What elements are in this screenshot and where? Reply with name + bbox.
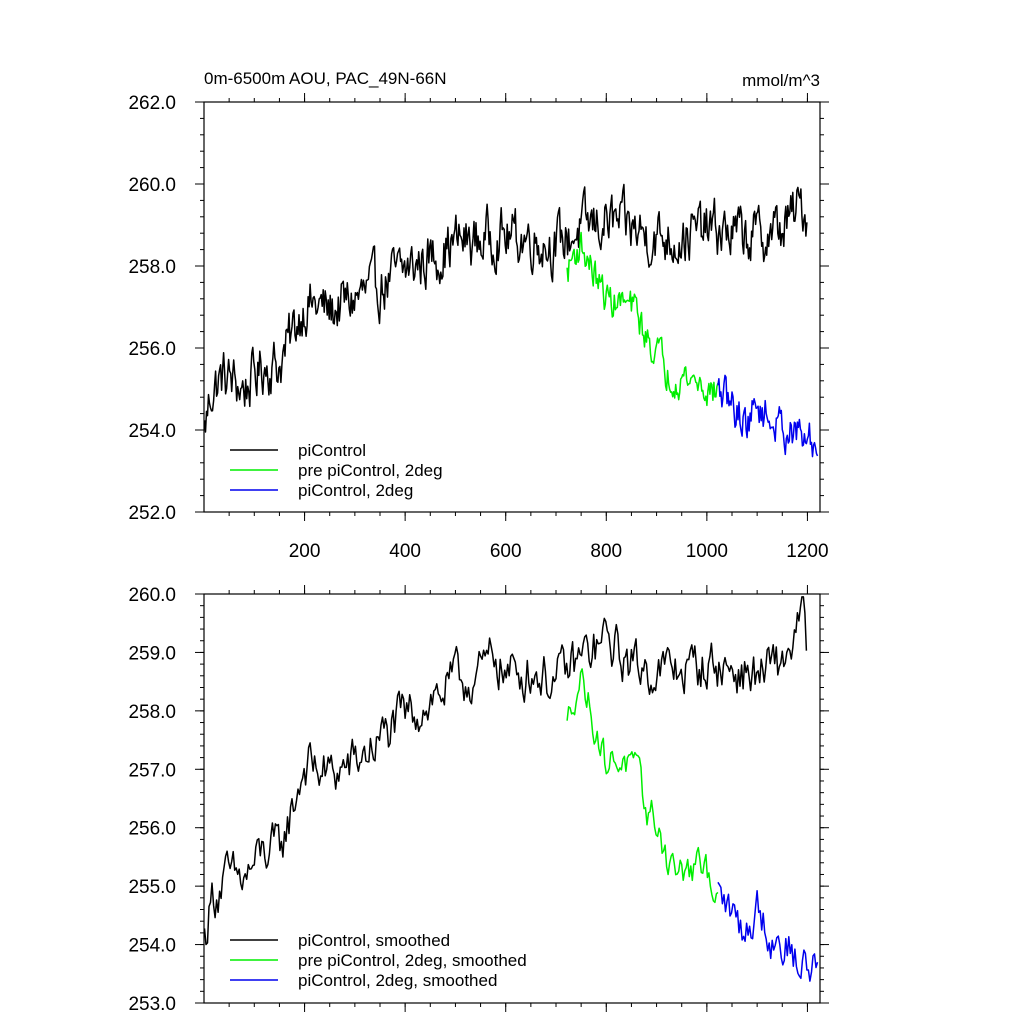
y-tick-label: 253.0	[128, 994, 176, 1015]
plot-frame	[203, 593, 821, 1004]
legend-label: pre piControl, 2deg, smoothed	[298, 951, 527, 970]
y-tick-label: 256.0	[128, 339, 176, 360]
y-tick-label: 252.0	[128, 503, 176, 524]
bottom-panel: 253.0 254.0 255.0 256.0 257.0 258.0 259.0 260.0…	[128, 585, 829, 1015]
series-layer	[203, 183, 819, 458]
series-line-0	[203, 596, 808, 946]
x-tick-label: 1000	[686, 541, 728, 562]
plot-frame	[203, 101, 821, 513]
series-line-2	[717, 881, 819, 982]
y-tick-label: 254.0	[128, 936, 176, 957]
axis-layer: 253.0 254.0 255.0 256.0 257.0 258.0 259.0 260.0	[128, 585, 829, 1015]
legend-label: piControl, 2deg, smoothed	[298, 971, 497, 990]
y-tick-label: 258.0	[128, 257, 176, 278]
legend-label: piControl, 2deg	[298, 481, 413, 500]
x-tick-label: 400	[389, 541, 421, 562]
series-line-0	[203, 183, 808, 433]
top-panel: 0m-6500m AOU, PAC_49N-66N mmol/m^3 252.0…	[128, 69, 829, 562]
y-tick-label: 258.0	[128, 702, 176, 723]
y-tick-label: 257.0	[128, 760, 176, 781]
y-tick-label: 260.0	[128, 175, 176, 196]
series-layer	[203, 596, 819, 982]
legend-label: piControl, smoothed	[298, 931, 450, 950]
axis-layer: 252.0 254.0 256.0 258.0 260.0 262.0 200 400 600 8…	[128, 93, 829, 562]
y-tick-label: 259.0	[128, 643, 176, 664]
y-tick-label: 260.0	[128, 585, 176, 606]
chart-title: 0m-6500m AOU, PAC_49N-66N	[204, 69, 447, 88]
legend-label: pre piControl, 2deg	[298, 461, 443, 480]
series-line-1	[566, 668, 719, 904]
x-tick-label: 800	[590, 541, 622, 562]
series-line-2	[717, 374, 819, 458]
x-tick-label: 600	[490, 541, 522, 562]
y-tick-label: 256.0	[128, 819, 176, 840]
series-line-1	[566, 231, 719, 407]
x-tick-label: 200	[289, 541, 321, 562]
units-label: mmol/m^3	[742, 71, 820, 90]
x-tick-label: 1200	[786, 541, 828, 562]
y-tick-label: 254.0	[128, 421, 176, 442]
y-tick-label: 255.0	[128, 877, 176, 898]
legend-label: piControl	[298, 441, 366, 460]
y-tick-label: 262.0	[128, 93, 176, 114]
